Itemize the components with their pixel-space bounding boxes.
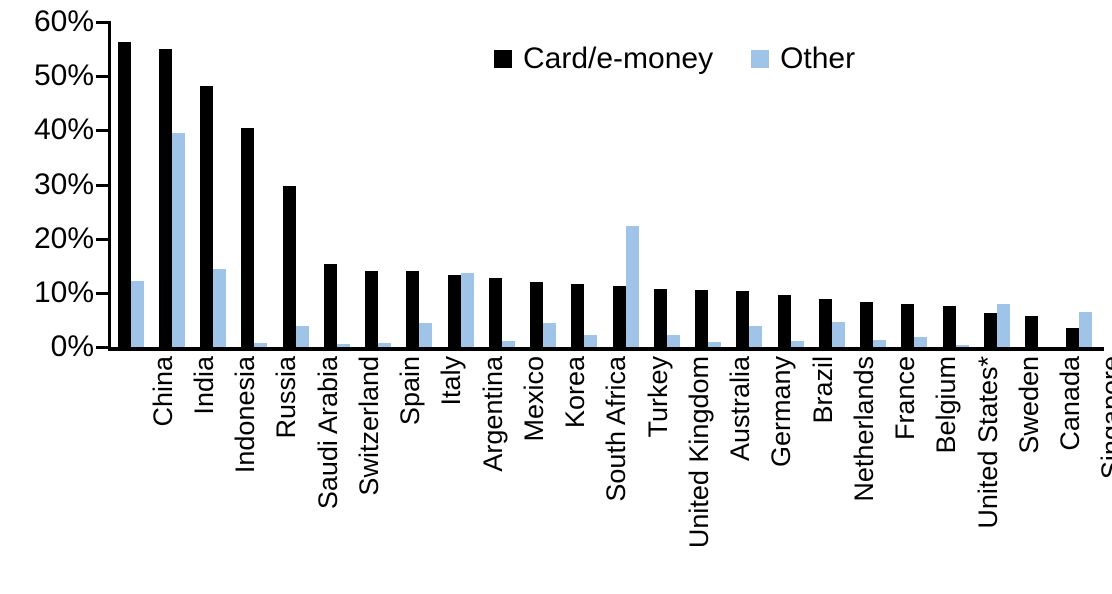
bar-card-e-money-indonesia xyxy=(200,85,214,347)
bar-card-e-money-canada xyxy=(1025,316,1039,347)
bar-other-turkey xyxy=(625,225,639,347)
bar-card-e-money-mexico xyxy=(488,277,502,347)
x-category-label-singapore: Singapore xyxy=(1096,356,1112,480)
x-category-label-mexico: Mexico xyxy=(518,356,549,442)
y-tick-50 xyxy=(96,75,109,79)
x-category-label-belgium: Belgium xyxy=(931,356,962,454)
y-tick-40 xyxy=(96,129,109,133)
bar-card-e-money-sweden xyxy=(983,312,997,347)
bar-other-australia xyxy=(708,341,722,347)
x-category-label-brazil: Brazil xyxy=(807,356,838,424)
x-category-label-saudi-arabia: Saudi Arabia xyxy=(312,356,343,510)
y-tick-label-40: 40% xyxy=(33,113,94,147)
bar-card-e-money-netherlands xyxy=(818,298,832,347)
y-tick-label-20: 20% xyxy=(33,221,94,255)
x-category-label-indonesia: Indonesia xyxy=(230,356,261,474)
bar-card-e-money-australia xyxy=(695,290,709,347)
y-tick-label-0: 0% xyxy=(50,330,94,363)
bar-card-e-money-argentina xyxy=(447,274,461,347)
y-tick-label-60: 60% xyxy=(33,5,94,38)
x-category-label-switzerland: Switzerland xyxy=(353,356,384,496)
bar-card-e-money-switzerland xyxy=(323,263,337,347)
bar-card-e-money-turkey xyxy=(612,285,626,347)
y-tick-label-50: 50% xyxy=(33,59,94,93)
legend-swatch-card-e-money xyxy=(494,50,512,68)
bar-card-e-money-china xyxy=(117,42,131,347)
x-category-label-russia: Russia xyxy=(271,356,302,439)
bar-other-spain xyxy=(378,342,392,347)
bar-other-sweden xyxy=(996,304,1010,347)
bar-card-e-money-france xyxy=(860,301,874,347)
x-category-label-spain: Spain xyxy=(395,356,426,426)
bar-card-e-money-russia xyxy=(241,128,255,347)
legend-item-card-e-money: Card/e-money xyxy=(494,42,713,76)
bar-card-e-money-united-kingdom xyxy=(653,289,667,347)
bar-card-e-money-brazil xyxy=(777,295,791,347)
bar-other-belgium xyxy=(914,337,928,347)
x-category-label-germany: Germany xyxy=(766,356,797,468)
bar-other-united-kingdom xyxy=(666,335,680,347)
x-axis-line xyxy=(108,347,1104,351)
legend-item-other: Other xyxy=(751,42,855,76)
bar-other-india xyxy=(171,132,185,347)
bar-card-e-money-spain xyxy=(365,270,379,347)
y-tick-label-10: 10% xyxy=(33,275,94,309)
plot-area xyxy=(110,22,1100,347)
x-category-label-united-states: United States* xyxy=(972,356,1003,529)
bar-other-italy xyxy=(419,322,433,347)
bar-other-china xyxy=(130,280,144,347)
x-category-label-united-kingdom: United Kingdom xyxy=(683,356,714,549)
bar-other-singapore xyxy=(1079,311,1093,347)
x-category-label-argentina: Argentina xyxy=(477,356,508,472)
bar-other-switzerland xyxy=(336,343,350,347)
y-tick-20 xyxy=(96,237,109,241)
bar-other-united-states xyxy=(955,344,969,347)
bar-other-mexico xyxy=(501,341,515,347)
y-tick-30 xyxy=(96,183,109,187)
bar-other-germany xyxy=(749,326,763,347)
y-tick-0 xyxy=(96,346,109,349)
y-tick-label-30: 30% xyxy=(33,167,94,201)
y-axis-line xyxy=(108,21,111,350)
bar-other-brazil xyxy=(790,341,804,347)
legend-label-card-e-money: Card/e-money xyxy=(523,42,714,75)
x-category-label-china: China xyxy=(147,356,178,427)
x-category-label-korea: Korea xyxy=(560,356,591,429)
bar-other-indonesia xyxy=(213,269,227,347)
bar-other-saudi-arabia xyxy=(295,326,309,347)
x-category-label-canada: Canada xyxy=(1055,356,1086,451)
bar-other-netherlands xyxy=(831,322,845,347)
legend: Card/e-money Other xyxy=(494,42,855,76)
x-category-label-turkey: Turkey xyxy=(642,356,673,438)
y-tick-10 xyxy=(96,291,109,295)
bar-card-e-money-india xyxy=(158,49,172,347)
x-category-label-australia: Australia xyxy=(725,356,756,462)
bar-other-russia xyxy=(254,342,268,347)
x-category-label-sweden: Sweden xyxy=(1013,356,1044,454)
bar-other-south-africa xyxy=(584,335,598,347)
bar-card-e-money-singapore xyxy=(1066,327,1080,347)
bar-other-argentina xyxy=(460,272,474,347)
bar-card-e-money-belgium xyxy=(901,304,915,347)
bar-card-e-money-italy xyxy=(406,271,420,347)
legend-swatch-other xyxy=(751,50,770,68)
x-category-label-italy: Italy xyxy=(436,356,467,406)
x-category-label-india: India xyxy=(188,356,219,415)
bar-card-e-money-south-africa xyxy=(571,284,585,347)
bar-card-e-money-germany xyxy=(736,290,750,347)
x-category-label-netherlands: Netherlands xyxy=(848,356,879,502)
bar-card-e-money-united-states xyxy=(942,306,956,347)
bar-other-korea xyxy=(543,323,557,347)
x-category-label-south-africa: South Africa xyxy=(601,356,632,502)
bar-card-e-money-saudi-arabia xyxy=(282,185,296,347)
bar-card-e-money-korea xyxy=(530,282,544,347)
x-category-label-france: France xyxy=(890,356,921,441)
bar-other-france xyxy=(873,339,887,347)
legend-label-other: Other xyxy=(780,42,856,75)
y-tick-60 xyxy=(96,21,109,24)
